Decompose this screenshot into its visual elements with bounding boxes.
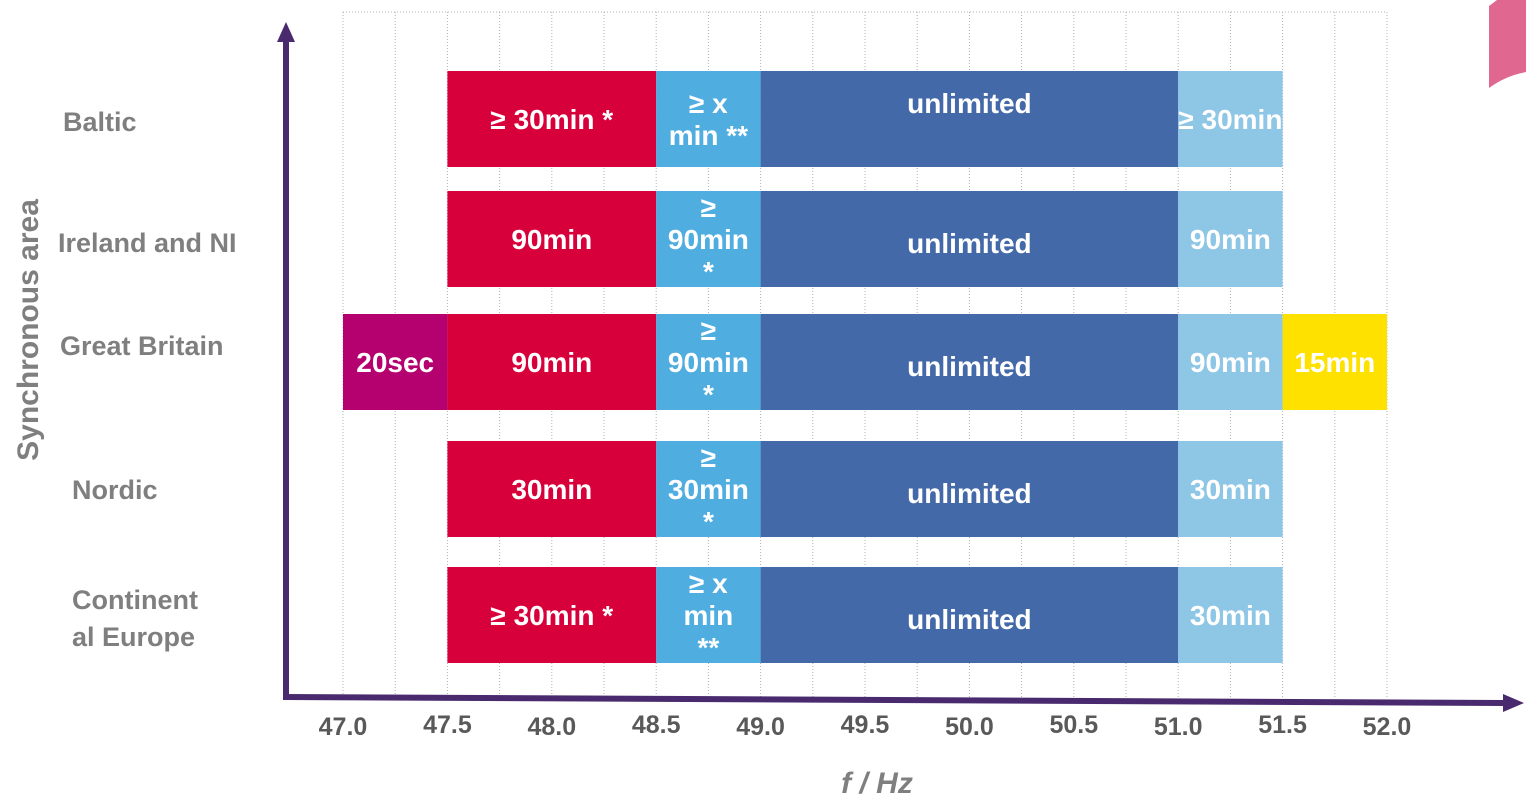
x-tick-label: 51.5 [1258, 711, 1307, 739]
bar-segment-label: 15min [1294, 347, 1375, 378]
x-tick-label: 48.0 [527, 713, 576, 741]
bar-segment-label: 30min [668, 474, 749, 505]
bar-segment [1282, 314, 1387, 410]
category-label: Great Britain [60, 331, 224, 361]
bar-segment [656, 567, 761, 663]
bar-segment [760, 191, 1179, 287]
bar-segment-label: 30min [1190, 474, 1271, 505]
bar-segment-label: min ** [669, 120, 748, 151]
x-axis-title: f / Hz [841, 767, 913, 799]
bar-segment [760, 71, 1179, 167]
bar-segment [1178, 191, 1283, 287]
bar-segment [1178, 567, 1283, 663]
bar-segment-label: unlimited [907, 228, 1031, 259]
x-tick-label: 50.0 [945, 713, 994, 741]
axes [277, 22, 1524, 712]
bar-segment [760, 441, 1179, 537]
x-tick-label: 50.5 [1049, 711, 1098, 739]
bar-segment-label: unlimited [907, 478, 1031, 509]
bar-segment-label: min [684, 600, 734, 631]
bar-segment-label: ≥ x [689, 88, 728, 119]
x-tick-labels: 47.0 47.5 48.0 48.5 49.0 49.5 50.0 50.5 51.0 51.5… [319, 711, 1412, 741]
bar-segment [656, 191, 761, 287]
bar-segment [760, 567, 1179, 663]
x-tick-label: 51.0 [1154, 713, 1203, 741]
bar-segment [656, 314, 761, 410]
corner-accent-shape [1489, 0, 1526, 88]
bar-segment-label: 90min [668, 347, 749, 378]
x-tick-label: 49.5 [841, 711, 890, 739]
x-axis-arrow [1503, 694, 1524, 712]
bar-segment-label: 90min [511, 347, 592, 378]
bar-segment-label: 90min [1190, 224, 1271, 255]
bar-segment-label: * [703, 379, 714, 410]
bar-segment-label: 90min [1190, 347, 1271, 378]
bar-segment [447, 71, 657, 167]
x-tick-label: 47.5 [423, 711, 472, 739]
bar-segment-label: 90min [511, 224, 592, 255]
bar-segment-label: * [703, 506, 714, 537]
bar-segment-label: ≥ [701, 192, 716, 223]
bar-segment-label: ≥ 30min * [490, 104, 613, 135]
bar-segment-label: unlimited [907, 88, 1031, 119]
bar-segment-label: * [703, 256, 714, 287]
bar-segment [1178, 71, 1283, 167]
bar-segment-label: ≥ 30min [1178, 104, 1282, 135]
bar-segment [760, 314, 1179, 410]
category-label: al Europe [72, 622, 195, 652]
bar-segment [1178, 441, 1283, 537]
bar-segment-label: 90min [668, 224, 749, 255]
category-label: Baltic [63, 107, 137, 137]
bar-segment [343, 314, 448, 410]
bar-segment-label: ≥ 30min * [490, 600, 613, 631]
x-axis-line [282, 694, 1506, 706]
category-labels: Baltic Ireland and NI Great Britain Nordic C… [58, 107, 237, 652]
bar-segment-label: 30min [1190, 600, 1271, 631]
bar-segment-label: 30min [511, 474, 592, 505]
x-tick-label: 52.0 [1363, 713, 1412, 741]
bar-segment-label: ≥ [701, 442, 716, 473]
x-tick-label: 48.5 [632, 711, 681, 739]
bar-segment-label: unlimited [907, 604, 1031, 635]
bar-segment [656, 71, 761, 167]
bar-segment [447, 314, 657, 410]
bar-segment [447, 567, 657, 663]
bar-segment-label: ** [698, 632, 720, 663]
x-tick-label: 47.0 [319, 713, 368, 741]
bar-segment-label: ≥ x [689, 568, 728, 599]
bar-segment-label: 20sec [356, 347, 434, 378]
bar-segment [447, 441, 657, 537]
bar-segment [656, 441, 761, 537]
category-label: Ireland and NI [58, 228, 237, 258]
y-axis-arrow [277, 22, 295, 42]
category-label: Continent [72, 585, 198, 615]
bar-segment [447, 191, 657, 287]
y-axis-title: Synchronous area [12, 199, 45, 461]
x-tick-label: 49.0 [736, 713, 785, 741]
bar-segment-label: ≥ [701, 315, 716, 346]
category-label: Nordic [72, 475, 158, 505]
bar-segment [1178, 314, 1283, 410]
bar-segment-label: unlimited [907, 351, 1031, 382]
